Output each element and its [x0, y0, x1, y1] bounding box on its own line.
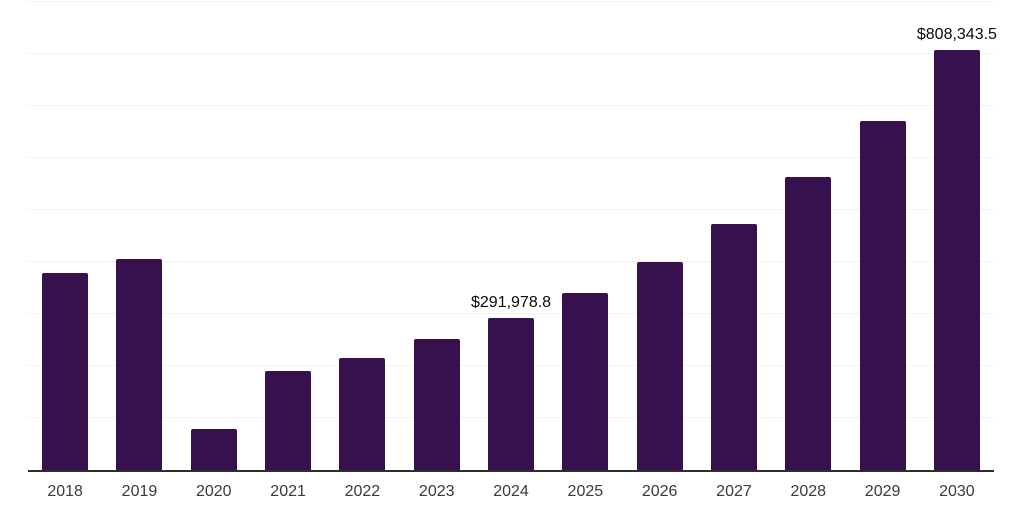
- bar-slot-2027: [697, 2, 771, 470]
- x-tick-2030: 2030: [939, 483, 975, 500]
- bar-2024[interactable]: [488, 318, 535, 470]
- bar-2030[interactable]: [933, 49, 980, 470]
- bar-2028[interactable]: [785, 176, 832, 470]
- bar-2022[interactable]: [339, 357, 386, 470]
- bar-slot-2018: [28, 2, 102, 470]
- bar-slot-2022: [325, 2, 399, 470]
- bar-2020[interactable]: [190, 429, 237, 470]
- bar-slot-2024: $291,978.8: [470, 2, 552, 470]
- x-tick-2027: 2027: [716, 483, 752, 500]
- x-tick-2021: 2021: [270, 483, 306, 500]
- bar-slot-2025: [548, 2, 622, 470]
- bar-2023[interactable]: [413, 339, 460, 470]
- x-tick-2025: 2025: [567, 483, 604, 500]
- x-tick-2028: 2028: [790, 483, 827, 500]
- gridline-600000: [28, 157, 994, 159]
- x-tick-2029: 2029: [864, 483, 901, 500]
- bar-slot-2023: [400, 2, 474, 470]
- bar-2019[interactable]: [116, 259, 163, 470]
- bar-slot-2021: [251, 2, 325, 470]
- bar-2027[interactable]: [710, 224, 757, 470]
- data-label-2024: $291,978.8: [470, 294, 552, 312]
- bar-2029[interactable]: [859, 120, 906, 470]
- bar-slot-2026: [623, 2, 697, 470]
- bar-2026[interactable]: [636, 261, 683, 470]
- x-tick-2022: 2022: [344, 483, 381, 500]
- gridline-300000: [28, 313, 994, 315]
- x-tick-2024: 2024: [493, 483, 529, 500]
- gridline-400000: [28, 261, 994, 262]
- gridline-800000: [28, 53, 994, 54]
- x-tick-2026: 2026: [641, 483, 678, 500]
- x-tick-2018: 2018: [47, 483, 83, 500]
- bar-slot-2030: $808,343.5: [916, 2, 997, 470]
- x-tick-2019: 2019: [121, 483, 158, 500]
- gridline-700000: [28, 105, 994, 106]
- bar-slot-2028: [771, 2, 845, 470]
- plot-area: $291,978.8 $808,343.5: [28, 1, 997, 472]
- bar-slot-2020: [177, 2, 251, 470]
- gridline-900000: [28, 1, 994, 2]
- bar-2025[interactable]: [562, 292, 609, 470]
- x-tick-2023: 2023: [418, 483, 455, 500]
- data-label-2030: $808,343.5: [916, 25, 997, 43]
- bar-2018[interactable]: [42, 273, 89, 470]
- bar-slot-2019: [102, 2, 176, 470]
- x-axis-labels: 2018 2019 2020 2021 2022 2023 2024 2025 2026 2027…: [28, 472, 994, 512]
- x-tick-2020: 2020: [195, 483, 232, 500]
- bars-container: $291,978.8 $808,343.5: [28, 2, 997, 470]
- bar-2021[interactable]: [265, 371, 312, 470]
- bar-slot-2029: [845, 2, 919, 470]
- gridline-500000: [28, 209, 994, 210]
